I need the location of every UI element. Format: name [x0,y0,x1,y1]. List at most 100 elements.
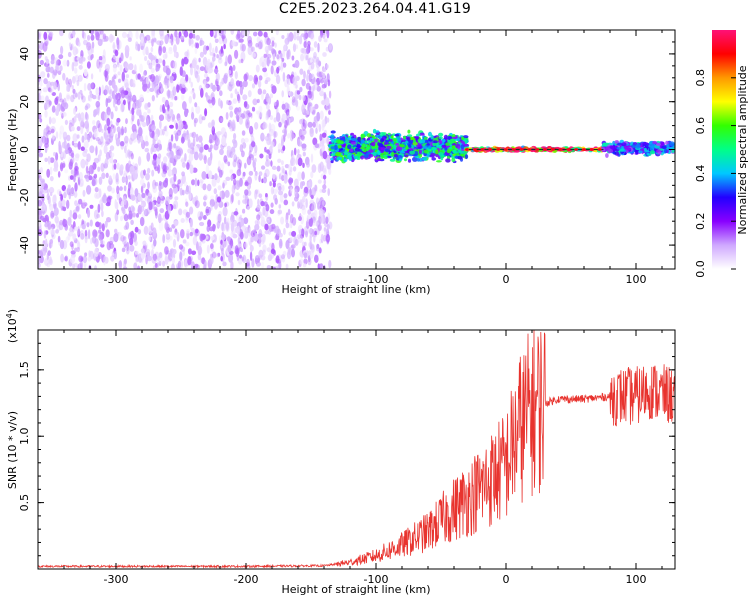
spectrogram-cell [298,94,302,101]
spectrogram-cell [89,204,94,209]
spectrogram-cell [105,138,111,145]
spectrogram-cell [53,160,59,171]
spectrogram-cell [308,241,313,248]
spectrogram-cell [245,179,248,186]
spectrogram-cell [62,161,66,169]
spectrogram-cell [168,187,173,198]
spectrogram-cell [115,92,118,100]
spectrogram-cell [80,112,85,122]
spectrogram-cell [129,244,135,252]
spectrogram-cell [287,49,291,60]
spectrogram-cell [245,118,250,129]
spectrogram-cell [188,185,191,194]
spectrogram-cell [309,127,314,138]
spectrogram-cell [113,232,119,243]
spectrogram-cell [220,162,225,171]
spectrogram-cell [134,169,139,174]
spectrogram-cell [271,40,275,47]
spectrogram-cell [294,59,300,69]
spectrogram-cell [308,217,313,227]
snr-x-axis-label: Height of straight line (km) [281,583,430,596]
spectrogram-cell [258,105,263,113]
spectrogram-cell [290,155,295,163]
spectrogram-cell [155,58,159,64]
spectrogram-cell [90,237,93,245]
spectrogram-cell [137,265,141,269]
spectrogram-cell [99,61,103,68]
spectrogram-cell [72,88,76,94]
spectrogram-cell [120,89,126,99]
spectrogram-cell [128,88,132,96]
spectrogram-cell [661,145,667,149]
spectrogram-peak [597,148,602,151]
spectrogram-cell [116,117,121,123]
spectrogram-cell [151,124,156,131]
spectrogram-cell [203,259,207,269]
spectrogram-cell [93,109,99,116]
spectrogram-cell [297,148,300,155]
spectrogram-cell [134,250,139,255]
spectrogram-cell [322,119,326,128]
spectrogram-cell [143,208,147,216]
spectrogram-cell [305,95,309,103]
spectrogram-cell [242,254,247,264]
spectrogram-cell [125,74,130,79]
spectrogram-cell [280,216,285,225]
spectrogram-cell [124,145,127,154]
spectrogram-y-tick-label: 0 [18,146,31,153]
spectrogram-cell [307,90,312,95]
spectrogram-cell [213,188,217,195]
spectrogram-cell [185,134,190,141]
spectrogram-cell [237,159,243,169]
spectrogram-cell [275,74,281,85]
spectrogram-cell [265,154,269,162]
spectrogram-cell [133,262,138,269]
spectrogram-cell [171,257,175,265]
spectrogram-cell [53,207,59,217]
spectrogram-cell [101,172,106,180]
spectrogram-cell [438,152,444,156]
spectrogram-cell [207,219,212,227]
spectrogram-cell [240,247,243,253]
spectrogram-cell [449,138,455,144]
spectrogram-cell [74,226,78,231]
spectrogram-cell [180,87,186,94]
spectrogram-cell [219,90,223,97]
spectrogram-cell [74,92,78,98]
spectrogram-cell [325,234,331,243]
spectrogram-cell [80,233,85,240]
spectrogram-cell [217,185,222,191]
spectrogram-cell [118,40,122,49]
spectrogram-cell [59,219,64,226]
spectrogram-cell [360,155,365,160]
spectrogram-cell [438,132,444,137]
spectrogram-cell [246,156,252,166]
spectrogram-marks [38,30,675,269]
spectrogram-cell [325,64,330,69]
spectrogram-cell [165,51,168,59]
spectrogram-cell [40,71,46,78]
spectrogram-cell [155,75,160,84]
spectrogram-cell [283,227,286,236]
spectrogram-cell [48,100,52,106]
spectrogram-cell [71,140,75,146]
spectrogram-cell [313,81,318,91]
spectrogram-cell [257,88,262,95]
spectrogram-cell [122,208,126,215]
spectrogram-x-axis-label: Height of straight line (km) [281,283,430,296]
spectrogram-y-tick-label: 40 [18,47,31,61]
spectrogram-cell [224,61,228,67]
spectrogram-cell [345,139,349,144]
spectrogram-cell [268,122,272,132]
spectrogram-cell [211,125,215,136]
spectrogram-cell [68,149,74,157]
spectrogram-cell [162,128,165,136]
spectrogram-cell [305,219,310,229]
spectrogram-cell [38,92,41,103]
spectrogram-cell [207,58,211,66]
spectrogram-cell [272,52,276,61]
spectrogram-cell [315,127,318,134]
spectrogram-cell [81,224,86,230]
spectrogram-cell [181,189,186,195]
spectrogram-cell [210,195,215,200]
